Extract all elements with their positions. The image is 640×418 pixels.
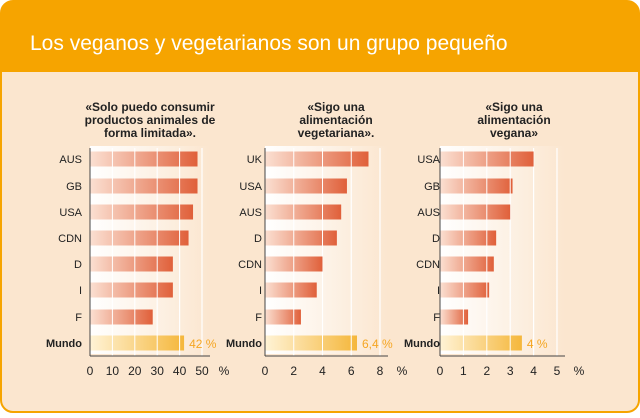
x-tick-label: 2	[290, 364, 297, 378]
world-value-label: 6,4 %	[362, 337, 393, 351]
category-label: I	[437, 285, 440, 297]
x-tick-label: 50	[195, 364, 209, 378]
bar	[265, 230, 337, 246]
category-label: USA	[239, 181, 262, 193]
x-tick-label: 6	[348, 364, 355, 378]
category-label: Mundo	[226, 338, 262, 350]
x-tick-label: 30	[151, 364, 165, 378]
category-label: AUS	[417, 207, 440, 219]
bar	[440, 256, 494, 272]
category-label: D	[432, 233, 440, 245]
bar	[265, 309, 301, 325]
category-label: I	[259, 285, 262, 297]
category-label: F	[255, 312, 262, 324]
chart-title-line: alimentación	[477, 113, 550, 127]
category-label: GB	[424, 181, 440, 193]
x-tick-label: 1	[460, 364, 467, 378]
bar-world	[440, 335, 522, 351]
x-tick-label: 0	[437, 364, 444, 378]
category-label: CDN	[416, 259, 440, 271]
x-tick-label: 0	[87, 364, 94, 378]
world-value-label: 4 %	[527, 337, 548, 351]
bar	[440, 204, 511, 220]
category-label: CDN	[58, 233, 82, 245]
chart-title-line: vegana»	[490, 126, 538, 140]
x-tick-label: 5	[554, 364, 561, 378]
x-tick-label: 8	[377, 364, 384, 378]
category-label: GB	[66, 181, 82, 193]
world-value-label: 42 %	[189, 337, 217, 351]
bar	[265, 282, 317, 298]
chart-title-line: «Sigo una	[485, 100, 543, 114]
bar	[440, 282, 490, 298]
x-axis-unit: %	[574, 364, 585, 378]
bar	[90, 309, 153, 325]
x-tick-label: 2	[483, 364, 490, 378]
category-label: CDN	[238, 259, 262, 271]
chart-title-line: «Sigo una	[307, 100, 365, 114]
x-tick-label: 4	[530, 364, 537, 378]
bar	[265, 151, 369, 167]
chart-title-line: forma limitada».	[104, 126, 196, 140]
bar	[90, 204, 194, 220]
category-label: USA	[417, 154, 440, 166]
category-label: I	[79, 285, 82, 297]
bar	[440, 178, 513, 194]
bar	[90, 178, 198, 194]
bar	[440, 309, 469, 325]
chart-title-line: vegetariana».	[298, 126, 375, 140]
category-label: Mundo	[404, 338, 440, 350]
bar-world	[90, 335, 185, 351]
x-tick-label: 3	[507, 364, 514, 378]
x-tick-label: 20	[128, 364, 142, 378]
category-label: AUS	[59, 154, 82, 166]
x-axis-unit: %	[219, 364, 230, 378]
x-tick-label: 10	[106, 364, 120, 378]
category-label: D	[254, 233, 262, 245]
bar	[90, 282, 173, 298]
bar	[265, 204, 342, 220]
category-label: AUS	[239, 207, 262, 219]
x-tick-label: 4	[319, 364, 326, 378]
category-label: USA	[59, 207, 82, 219]
chart-title-line: alimentación	[299, 113, 372, 127]
bar	[90, 151, 198, 167]
bar	[90, 230, 189, 246]
title-banner	[1, 1, 639, 72]
bar	[440, 230, 497, 246]
x-axis-unit: %	[397, 364, 408, 378]
bar	[90, 256, 173, 272]
x-tick-label: 0	[262, 364, 269, 378]
page-title: Los veganos y vegetarianos son un grupo …	[30, 32, 508, 55]
category-label: Mundo	[46, 338, 82, 350]
category-label: UK	[247, 154, 263, 166]
chart-title-line: productos animales de	[85, 113, 216, 127]
chart-title-line: «Solo puedo consumir	[85, 100, 215, 114]
category-label: F	[75, 312, 82, 324]
category-label: F	[433, 312, 440, 324]
bar-world	[265, 335, 357, 351]
category-label: D	[74, 259, 82, 271]
x-tick-label: 40	[173, 364, 187, 378]
bar	[265, 178, 347, 194]
